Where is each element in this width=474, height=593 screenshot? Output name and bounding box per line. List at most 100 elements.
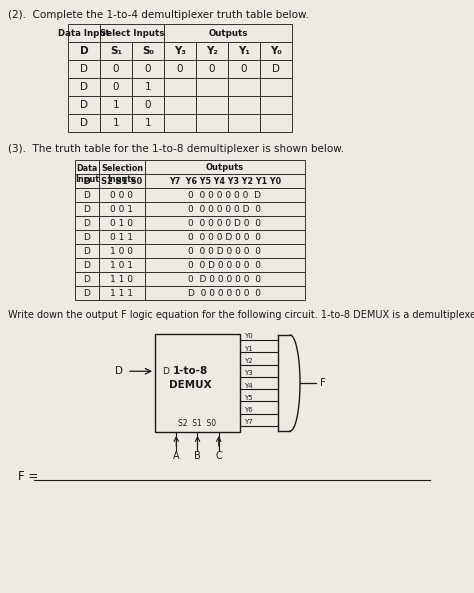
- Bar: [100, 114, 132, 132]
- Bar: [75, 174, 99, 188]
- Text: D: D: [80, 118, 88, 128]
- Bar: [99, 160, 145, 188]
- Bar: [164, 42, 196, 60]
- Text: 1: 1: [113, 100, 119, 110]
- Text: F: F: [320, 378, 326, 388]
- Text: B: B: [194, 451, 201, 461]
- Bar: [99, 244, 145, 258]
- Text: Y₁: Y₁: [238, 46, 250, 56]
- Text: Y4: Y4: [244, 382, 253, 388]
- Bar: [99, 286, 145, 300]
- Bar: [260, 114, 292, 132]
- Text: D: D: [162, 366, 169, 376]
- Text: 0  0 D 0 0 0 0  0: 0 0 D 0 0 0 0 0: [189, 260, 262, 269]
- Text: D: D: [83, 260, 91, 269]
- Text: Y₃: Y₃: [174, 46, 186, 56]
- Bar: [145, 188, 305, 202]
- Text: DEMUX: DEMUX: [169, 380, 212, 390]
- Bar: [164, 78, 196, 96]
- Text: (2).  Complete the 1-to-4 demultiplexer truth table below.: (2). Complete the 1-to-4 demultiplexer t…: [8, 10, 309, 20]
- Text: 1 1 1: 1 1 1: [110, 289, 134, 298]
- Bar: [228, 96, 260, 114]
- Text: S₀: S₀: [142, 46, 154, 56]
- Bar: [99, 272, 145, 286]
- Text: C: C: [215, 451, 222, 461]
- Bar: [68, 78, 100, 96]
- Text: Y₂: Y₂: [206, 46, 218, 56]
- Bar: [164, 96, 196, 114]
- Bar: [155, 334, 240, 432]
- Text: Write down the output F logic equation for the following circuit. 1-to-8 DEMUX i: Write down the output F logic equation f…: [8, 310, 474, 320]
- Text: Outputs: Outputs: [208, 28, 248, 37]
- Text: F =: F =: [18, 470, 38, 483]
- Bar: [68, 114, 100, 132]
- Bar: [99, 188, 145, 202]
- Text: Y3: Y3: [244, 371, 253, 377]
- Bar: [99, 216, 145, 230]
- Text: 1: 1: [145, 118, 151, 128]
- Bar: [145, 258, 305, 272]
- Text: D: D: [83, 205, 91, 213]
- Text: 0 0 1: 0 0 1: [110, 205, 134, 213]
- Text: Y7: Y7: [244, 419, 253, 426]
- Text: D: D: [80, 82, 88, 92]
- Text: S2  S1  S0: S2 S1 S0: [178, 419, 217, 429]
- Text: Y2: Y2: [244, 358, 253, 364]
- Text: Y7  Y6 Y5 Y4 Y3 Y2 Y1 Y0: Y7 Y6 Y5 Y4 Y3 Y2 Y1 Y0: [169, 177, 281, 186]
- Bar: [132, 42, 164, 60]
- Text: D: D: [115, 366, 123, 376]
- Bar: [100, 24, 164, 42]
- Text: D: D: [83, 247, 91, 256]
- Bar: [99, 258, 145, 272]
- Text: 0 1 1: 0 1 1: [110, 232, 134, 241]
- Bar: [228, 60, 260, 78]
- Text: 0  0 0 0 0 0 0  D: 0 0 0 0 0 0 0 D: [189, 190, 262, 199]
- Bar: [196, 114, 228, 132]
- Text: D: D: [83, 218, 91, 228]
- Bar: [145, 160, 305, 174]
- Bar: [75, 286, 99, 300]
- Bar: [68, 60, 100, 78]
- Text: Outputs: Outputs: [206, 162, 244, 171]
- Bar: [164, 24, 292, 42]
- Text: Y0: Y0: [244, 333, 253, 340]
- Bar: [132, 96, 164, 114]
- Text: 1: 1: [145, 82, 151, 92]
- Bar: [132, 60, 164, 78]
- Text: D: D: [80, 46, 88, 56]
- Text: Data
Input: Data Input: [75, 164, 99, 184]
- Bar: [100, 60, 132, 78]
- Text: 1 0 0: 1 0 0: [110, 247, 134, 256]
- Text: 0: 0: [241, 64, 247, 74]
- Bar: [145, 202, 305, 216]
- Text: Y₀: Y₀: [270, 46, 282, 56]
- Text: 0  0 0 0 0 D 0  0: 0 0 0 0 0 D 0 0: [189, 218, 262, 228]
- Bar: [68, 24, 100, 42]
- Text: D: D: [80, 100, 88, 110]
- Bar: [75, 202, 99, 216]
- Text: S2 S1 S0: S2 S1 S0: [101, 177, 143, 186]
- Text: 0 0 0: 0 0 0: [110, 190, 134, 199]
- Bar: [75, 230, 99, 244]
- Bar: [100, 96, 132, 114]
- Text: (3).  The truth table for the 1-to-8 demultiplexer is shown below.: (3). The truth table for the 1-to-8 demu…: [8, 144, 344, 154]
- Text: 0: 0: [209, 64, 215, 74]
- Bar: [99, 202, 145, 216]
- Bar: [75, 272, 99, 286]
- Bar: [145, 174, 305, 188]
- Text: 1 0 1: 1 0 1: [110, 260, 134, 269]
- Bar: [145, 216, 305, 230]
- Text: 0 1 0: 0 1 0: [110, 218, 134, 228]
- Bar: [75, 244, 99, 258]
- Text: A: A: [173, 451, 180, 461]
- Text: D: D: [83, 289, 91, 298]
- Text: 1 1 0: 1 1 0: [110, 275, 134, 283]
- Bar: [68, 42, 100, 60]
- Text: D: D: [83, 232, 91, 241]
- Bar: [132, 78, 164, 96]
- Text: D: D: [272, 64, 280, 74]
- Text: 0: 0: [145, 100, 151, 110]
- Text: 0: 0: [113, 64, 119, 74]
- Text: 0: 0: [145, 64, 151, 74]
- Text: Y1: Y1: [244, 346, 253, 352]
